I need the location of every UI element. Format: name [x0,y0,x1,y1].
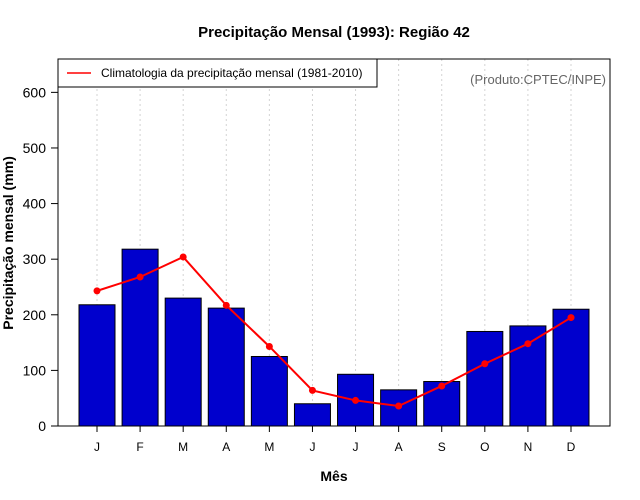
y-tick-label-400: 400 [23,196,47,212]
x-tick-label-11: N [524,440,533,454]
climatology-point-12 [567,314,575,322]
bar-5 [250,355,288,427]
x-tick-label-8: A [395,440,403,454]
climatology-line-series [93,253,575,410]
y-tick-label-500: 500 [23,140,47,156]
climatology-point-8 [395,402,403,410]
x-tick-label-9: S [438,440,446,454]
credit-annotation: (Produto:CPTEC/INPE) [470,72,606,87]
climatology-line [96,255,572,408]
x-tick-label-4: A [222,440,230,454]
climatology-point-5 [265,342,273,350]
x-axis-label: Mês [320,468,347,484]
climatology-point-1 [93,287,101,295]
legend-entry: Climatologia da precipitação mensal (198… [101,66,362,80]
climatology-point-3 [179,253,187,261]
climatology-point-9 [438,382,446,390]
x-tick-label-6: J [309,440,315,454]
bars-series [78,248,590,427]
y-tick-label-100: 100 [23,362,47,378]
bar-6 [293,403,331,427]
climatology-point-6 [308,386,316,394]
bar-4 [207,307,245,427]
bar-1 [78,304,116,427]
bar-9 [423,381,461,427]
y-tick-label-600: 600 [23,84,47,100]
x-tick-label-1: J [94,440,100,454]
legend: Climatologia da precipitação mensal (198… [57,58,378,88]
y-tick-label-300: 300 [23,251,47,267]
climatology-point-2 [136,273,144,281]
x-tick-label-5: M [264,440,274,454]
climatology-point-7 [352,396,360,404]
climatology-point-4 [222,301,230,309]
x-tick-label-12: D [567,440,576,454]
bar-3 [164,297,202,427]
x-tick-label-2: F [136,440,143,454]
x-tick-label-10: O [480,440,489,454]
y-axis: 0 100 200 300 400 500 600 [23,84,58,434]
legend-box [57,58,378,88]
bar-12 [552,308,590,427]
climatology-point-10 [481,360,489,368]
x-tick-label-7: J [353,440,359,454]
bar-10 [466,330,504,427]
chart-title: Precipitação Mensal (1993): Região 42 [198,24,470,41]
x-tick-label-3: M [178,440,188,454]
y-tick-label-200: 200 [23,307,47,323]
climatology-point-11 [524,340,532,348]
y-axis-label: Precipitação mensal (mm) [0,156,16,330]
y-tick-label-0: 0 [38,418,46,434]
